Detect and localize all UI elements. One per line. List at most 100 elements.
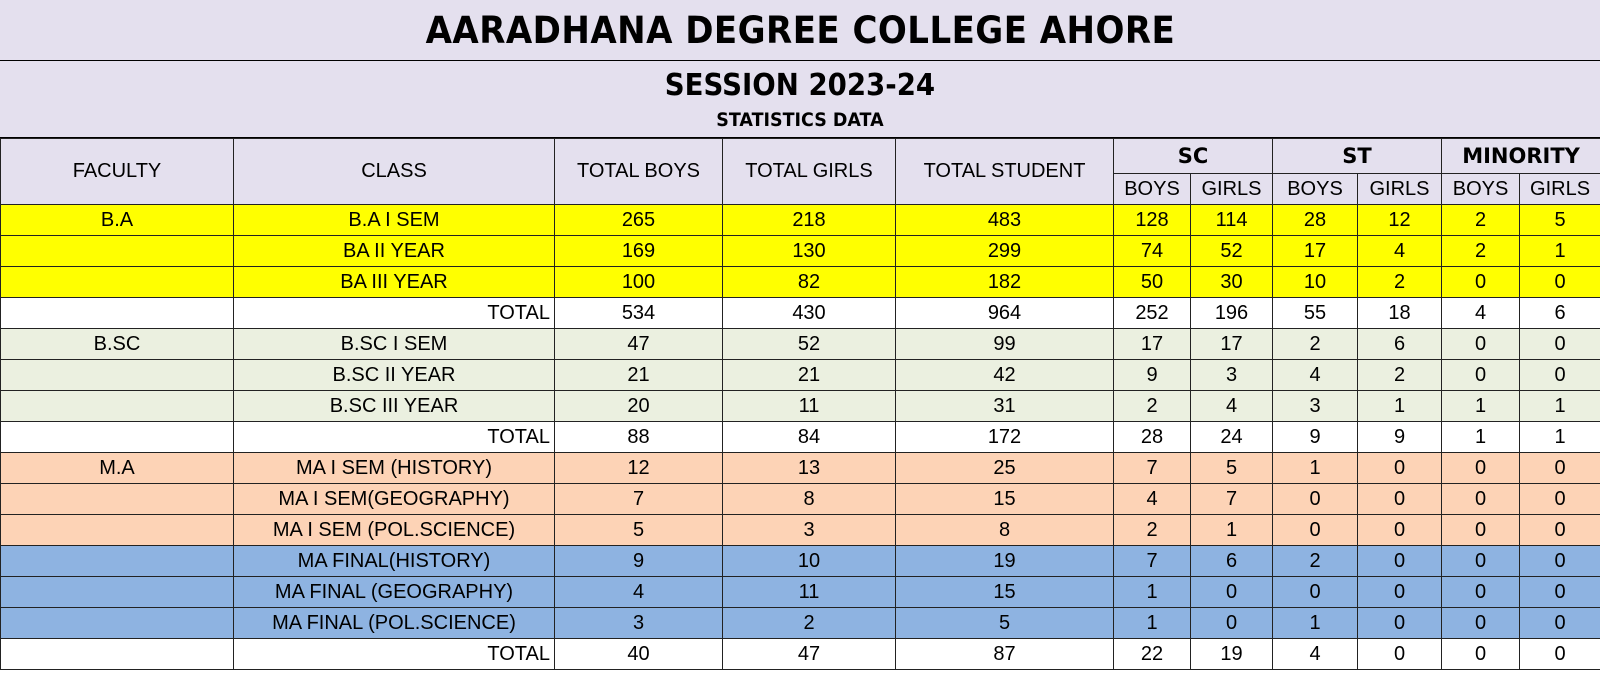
cell-sc-boys: 7	[1113, 545, 1191, 577]
table-row: MA I SEM(GEOGRAPHY) 7 8 15 4 7 0 0 0 0	[0, 483, 1600, 515]
cell-st-girls: 0	[1357, 607, 1443, 639]
cell-minority-girls: 0	[1519, 483, 1600, 515]
cell-total-girls: 52	[722, 328, 896, 360]
cell-total-girls: 430	[722, 297, 896, 329]
statistics-table: FACULTY CLASS TOTAL BOYS TOTAL GIRLS TOT…	[0, 138, 1600, 670]
cell-faculty	[0, 638, 234, 670]
cell-sc-boys: 7	[1113, 452, 1191, 484]
table-row: B.SC B.SC I SEM 47 52 99 17 17 2 6 0 0	[0, 328, 1600, 360]
cell-sc-girls: 24	[1189, 421, 1274, 453]
cell-total-boys: 5	[554, 514, 723, 546]
cell-class: B.SC II YEAR	[233, 359, 555, 391]
cell-total-label: TOTAL	[233, 638, 555, 670]
cell-faculty: B.SC	[0, 328, 234, 360]
cell-sc-boys: 9	[1113, 359, 1191, 391]
cell-total-boys: 40	[554, 638, 723, 670]
cell-minority-girls: 0	[1519, 359, 1600, 391]
header-class: CLASS	[233, 138, 555, 205]
header-sc: SC	[1112, 138, 1274, 174]
cell-total-girls: 10	[722, 545, 896, 577]
cell-minority-boys: 0	[1441, 328, 1521, 360]
table-row: MA FINAL(HISTORY) 9 10 19 7 6 2 0 0 0	[0, 545, 1600, 577]
cell-st-girls: 6	[1357, 328, 1443, 360]
table-row: BA II YEAR 169 130 299 74 52 17 4 2 1	[0, 235, 1600, 267]
cell-class: MA FINAL(HISTORY)	[233, 545, 555, 577]
cell-sc-girls: 5	[1189, 452, 1274, 484]
table-row: MA FINAL (GEOGRAPHY) 4 11 15 1 0 0 0 0 0	[0, 576, 1600, 608]
cell-st-boys: 0	[1272, 483, 1359, 515]
cell-minority-boys: 0	[1441, 514, 1521, 546]
cell-total-girls: 47	[722, 638, 896, 670]
table-row: MA FINAL (POL.SCIENCE) 3 2 5 1 0 1 0 0 0	[0, 607, 1600, 639]
cell-faculty	[0, 483, 234, 515]
cell-st-girls: 1	[1357, 390, 1443, 422]
cell-total-student: 182	[895, 266, 1114, 298]
cell-total-boys: 265	[554, 204, 723, 236]
cell-minority-boys: 0	[1441, 452, 1521, 484]
cell-sc-boys: 128	[1113, 204, 1191, 236]
cell-total-label: TOTAL	[233, 421, 555, 453]
cell-st-boys: 0	[1272, 576, 1359, 608]
cell-total-boys: 20	[554, 390, 723, 422]
cell-sc-girls: 6	[1189, 545, 1274, 577]
header-sc-boys: BOYS	[1113, 173, 1191, 205]
cell-total-student: 8	[895, 514, 1114, 546]
cell-total-boys: 3	[554, 607, 723, 639]
cell-sc-girls: 0	[1189, 576, 1274, 608]
cell-minority-boys: 0	[1441, 576, 1521, 608]
table-row: M.A MA I SEM (HISTORY) 12 13 25 7 5 1 0 …	[0, 452, 1600, 484]
cell-total-student: 483	[895, 204, 1114, 236]
cell-sc-girls: 52	[1189, 235, 1274, 267]
cell-sc-girls: 114	[1189, 204, 1274, 236]
cell-st-girls: 18	[1357, 297, 1443, 329]
cell-sc-girls: 30	[1189, 266, 1274, 298]
cell-st-girls: 0	[1357, 514, 1443, 546]
cell-st-girls: 0	[1357, 576, 1443, 608]
cell-sc-girls: 19	[1189, 638, 1274, 670]
cell-total-girls: 8	[722, 483, 896, 515]
cell-total-boys: 88	[554, 421, 723, 453]
cell-total-girls: 130	[722, 235, 896, 267]
header-st-boys: BOYS	[1272, 173, 1359, 205]
cell-minority-girls: 0	[1519, 638, 1600, 670]
cell-st-boys: 1	[1272, 607, 1359, 639]
cell-minority-girls: 0	[1519, 452, 1600, 484]
cell-faculty	[0, 359, 234, 391]
cell-faculty	[0, 390, 234, 422]
cell-st-boys: 4	[1272, 638, 1359, 670]
cell-sc-girls: 3	[1189, 359, 1274, 391]
cell-sc-boys: 252	[1113, 297, 1191, 329]
cell-minority-girls: 0	[1519, 576, 1600, 608]
cell-class: MA I SEM (POL.SCIENCE)	[233, 514, 555, 546]
cell-st-girls: 0	[1357, 545, 1443, 577]
cell-total-student: 172	[895, 421, 1114, 453]
cell-faculty	[0, 545, 234, 577]
statistics-subtitle: STATISTICS DATA	[716, 109, 884, 131]
table-row: B.A B.A I SEM 265 218 483 128 114 28 12 …	[0, 204, 1600, 236]
cell-minority-boys: 4	[1441, 297, 1521, 329]
cell-faculty: B.A	[0, 204, 234, 236]
cell-minority-boys: 1	[1441, 390, 1521, 422]
cell-sc-girls: 4	[1189, 390, 1274, 422]
cell-st-boys: 0	[1272, 514, 1359, 546]
total-row: TOTAL 534 430 964 252 196 55 18 4 6	[0, 297, 1600, 329]
cell-class: BA II YEAR	[233, 235, 555, 267]
cell-minority-girls: 0	[1519, 607, 1600, 639]
cell-st-boys: 2	[1272, 328, 1359, 360]
cell-total-boys: 21	[554, 359, 723, 391]
cell-total-girls: 3	[722, 514, 896, 546]
cell-total-student: 87	[895, 638, 1114, 670]
cell-minority-boys: 1	[1441, 421, 1521, 453]
cell-minority-boys: 2	[1441, 204, 1521, 236]
cell-faculty	[0, 607, 234, 639]
cell-total-student: 299	[895, 235, 1114, 267]
cell-minority-girls: 1	[1519, 421, 1600, 453]
table-row: MA I SEM (POL.SCIENCE) 5 3 8 2 1 0 0 0 0	[0, 514, 1600, 546]
header-minority-girls: GIRLS	[1519, 173, 1600, 205]
cell-minority-girls: 0	[1519, 328, 1600, 360]
cell-class: MA I SEM (HISTORY)	[233, 452, 555, 484]
cell-minority-boys: 0	[1441, 359, 1521, 391]
cell-total-student: 42	[895, 359, 1114, 391]
cell-class: MA FINAL (POL.SCIENCE)	[233, 607, 555, 639]
header-minority: MINORITY	[1441, 138, 1600, 174]
